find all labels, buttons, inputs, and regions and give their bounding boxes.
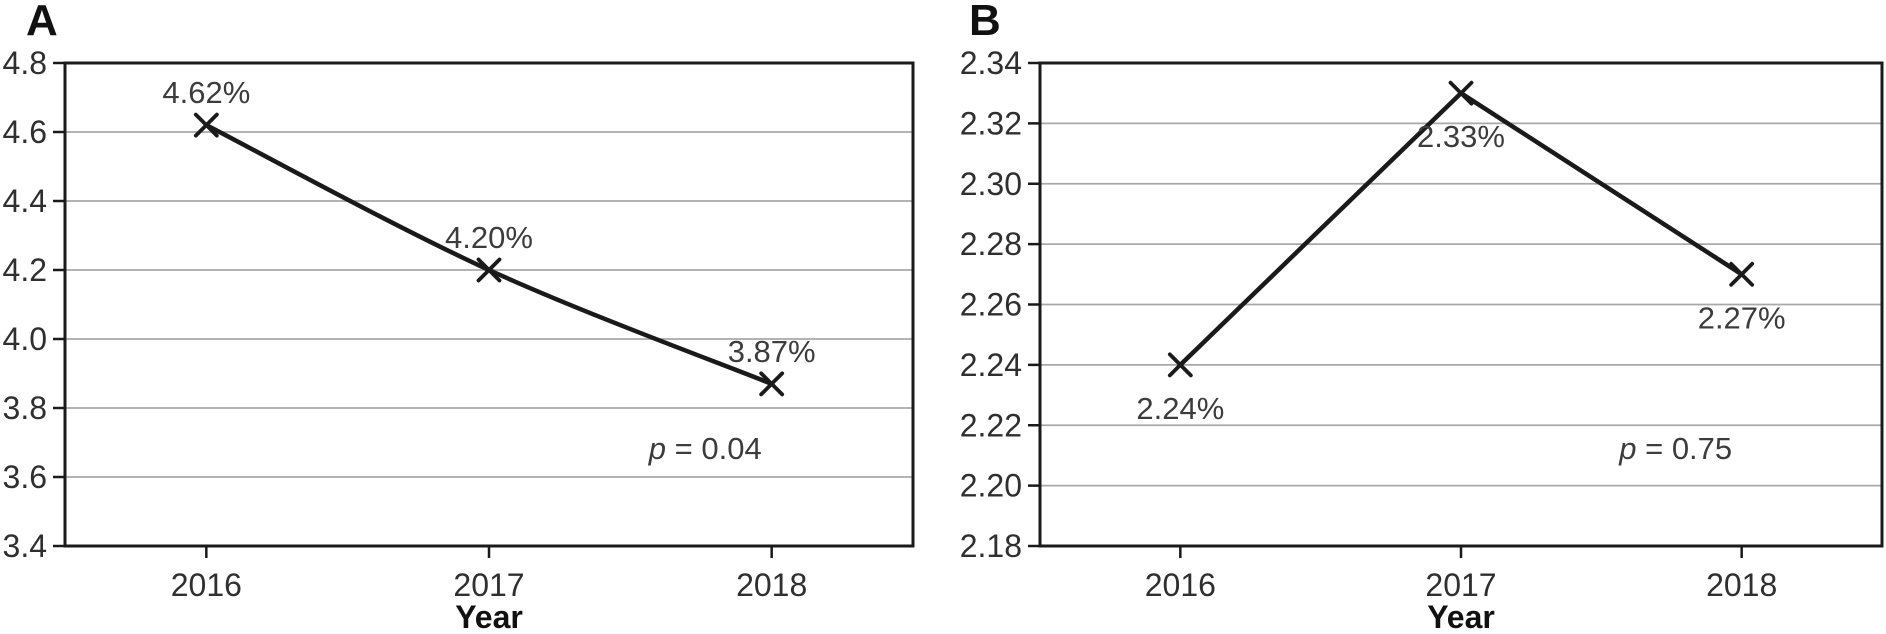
y-tick-label: 4.2 xyxy=(3,252,47,288)
y-tick-label: 2.30 xyxy=(960,166,1022,202)
panel-a-chart: 4.8 4.6 4.4 4.2 4.0 3.8 3.6 3.4 2016 2017 2018 Year… xyxy=(3,45,915,634)
y-tick-label: 3.8 xyxy=(3,390,47,426)
data-point-label: 3.87% xyxy=(728,334,816,369)
data-point-marker xyxy=(193,112,219,138)
x-tick-label: 2018 xyxy=(1706,567,1777,603)
panel-b-chart: 2.34 2.32 2.30 2.28 2.26 2.24 2.22 2.20 2.18 2016… xyxy=(960,45,1884,634)
x-tick-label: 2017 xyxy=(1425,567,1496,603)
x-axis-title: Year xyxy=(1427,599,1495,634)
y-tick-label: 2.20 xyxy=(960,468,1022,504)
panel-b: B 2.34 2.32 2.30 2.28 2.26 2.24 2.22 2.20 2.18 20… xyxy=(943,0,1886,634)
y-tick-label: 3.6 xyxy=(3,459,47,495)
x-axis-title: Year xyxy=(455,599,523,634)
data-point-marker xyxy=(759,371,785,397)
y-tick-label: 2.32 xyxy=(960,105,1022,141)
data-point-label: 4.20% xyxy=(445,220,533,255)
data-point-marker xyxy=(1167,352,1193,378)
data-point-marker xyxy=(1448,80,1474,106)
y-tick-label: 4.8 xyxy=(3,45,47,81)
data-point-label: 2.33% xyxy=(1417,119,1505,154)
y-tick-label: 2.22 xyxy=(960,407,1022,443)
panel-a-letter: A xyxy=(26,0,58,45)
data-point-label: 4.62% xyxy=(162,75,250,110)
y-tick-label: 2.28 xyxy=(960,226,1022,262)
panel-a: A 4.8 4.6 4.4 4.2 4.0 3.8 3.6 3.4 2016 2017 2018 Ye… xyxy=(3,0,915,634)
y-tick-label: 2.18 xyxy=(960,528,1022,564)
data-point-marker xyxy=(1729,261,1755,287)
data-point-label: 2.27% xyxy=(1698,300,1786,335)
panel-b-letter: B xyxy=(969,0,1001,45)
x-tick-label: 2016 xyxy=(1145,567,1216,603)
p-value-label: p = 0.04 xyxy=(648,431,762,466)
y-tick-label: 2.24 xyxy=(960,347,1022,383)
data-point-label: 2.24% xyxy=(1136,391,1224,426)
x-tick-label: 2016 xyxy=(171,567,242,603)
data-point-marker xyxy=(476,257,502,283)
y-tick-label: 4.4 xyxy=(3,183,47,219)
y-tick-label: 2.26 xyxy=(960,287,1022,323)
y-tick-label: 4.0 xyxy=(3,321,47,357)
y-tick-label: 2.34 xyxy=(960,45,1022,81)
p-value-label: p = 0.75 xyxy=(1618,431,1732,466)
plot-border xyxy=(63,61,915,548)
x-tick-label: 2017 xyxy=(453,567,524,603)
y-tick-label: 4.6 xyxy=(3,114,47,150)
y-tick-label: 3.4 xyxy=(3,528,47,564)
x-tick-label: 2018 xyxy=(736,567,807,603)
